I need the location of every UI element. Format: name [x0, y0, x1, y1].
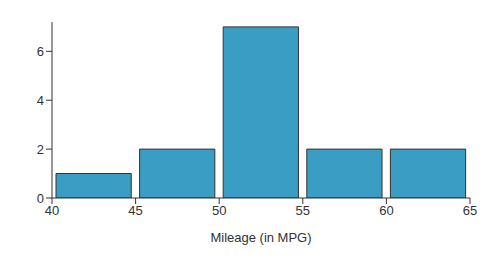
- svg-text:Mileage (in MPG): Mileage (in MPG): [210, 230, 311, 245]
- svg-text:2: 2: [37, 142, 44, 157]
- svg-text:4: 4: [37, 93, 44, 108]
- svg-text:45: 45: [128, 203, 142, 218]
- svg-text:6: 6: [37, 44, 44, 59]
- svg-text:40: 40: [45, 203, 59, 218]
- svg-text:65: 65: [463, 203, 477, 218]
- svg-text:0: 0: [37, 191, 44, 206]
- svg-text:60: 60: [379, 203, 393, 218]
- svg-text:55: 55: [296, 203, 310, 218]
- svg-text:50: 50: [212, 203, 226, 218]
